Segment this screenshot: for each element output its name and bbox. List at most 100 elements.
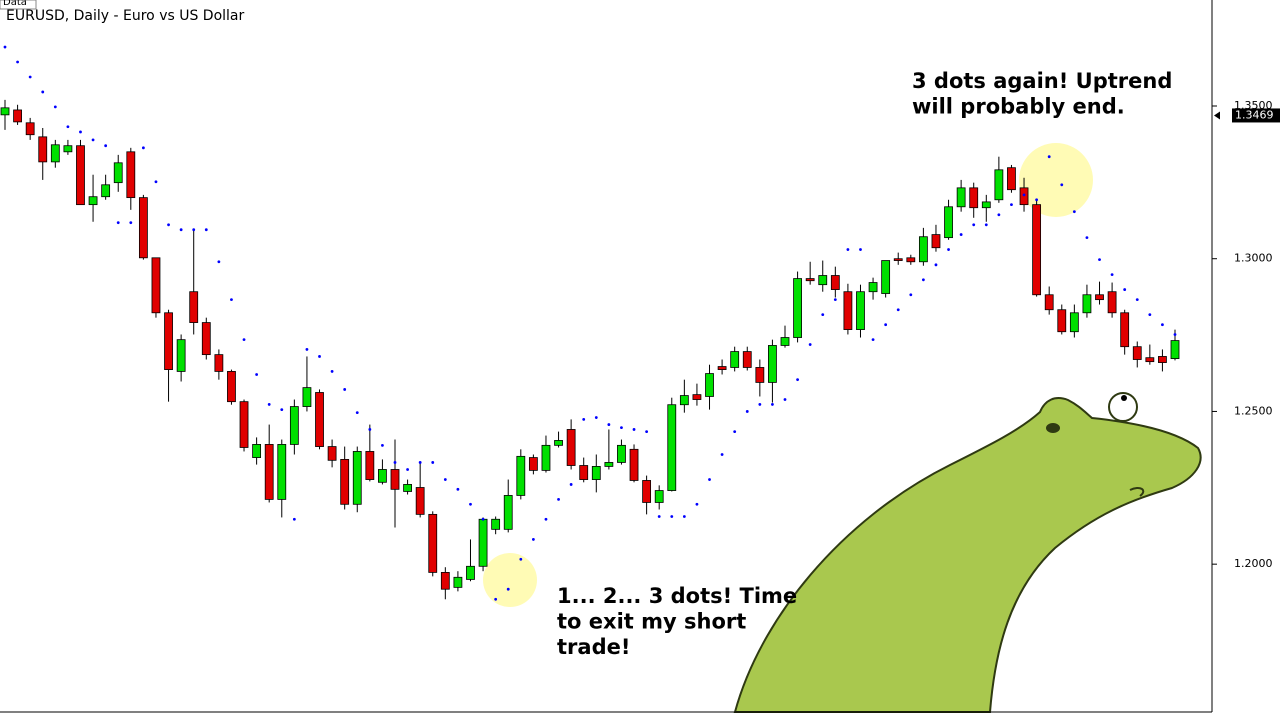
sar-dot [41,90,45,94]
sar-dot [997,213,1001,217]
candle-body [466,565,475,580]
candle-body [629,448,639,481]
candle-body [239,401,249,448]
sar-dot [519,557,523,561]
candle-body [717,366,727,370]
sar-dot [292,517,296,521]
sar-dot [255,373,259,376]
candle-body [981,201,991,209]
candle-body [579,465,589,480]
candle-body [428,513,438,573]
candle-body [113,162,123,184]
candle-body [189,291,199,323]
candle-body [352,451,362,505]
candle-body [742,351,752,368]
sar-dot [91,138,95,142]
candle-body [654,490,664,503]
sar-dot [1022,193,1026,197]
candle-body [755,367,765,383]
candle-body [378,469,387,483]
sar-dot [607,423,611,426]
sar-dot [657,515,661,518]
candle-body [554,440,563,446]
candle-body [0,107,10,116]
candle-body [403,484,412,492]
sar-dot [431,461,435,464]
sar-dot [230,298,233,302]
candle-body [528,457,538,471]
sar-dot [141,146,145,150]
y-tick-label: 1.2000 [1234,557,1273,570]
candle-body [50,144,60,163]
sar-dot [204,228,208,232]
nostril [1046,423,1060,433]
candle-body [201,322,211,356]
sar-dot [242,338,246,342]
sar-dot [267,403,271,406]
sar-dot [544,517,548,521]
candle-body [730,351,740,368]
candle-body [1044,294,1054,311]
candle-body [805,278,815,282]
candle-body [164,312,173,370]
candle-body [138,197,148,259]
sar-dot [783,398,787,401]
pupil [1121,395,1127,401]
sar-dot [557,498,560,501]
candle-body [692,394,702,400]
candle-body [277,444,287,500]
candle-body [440,572,450,590]
candle-body [906,257,916,263]
sar-dot [343,388,347,391]
candle-body [101,184,111,198]
sar-dot [469,502,472,506]
candle-body [302,387,312,407]
candle-body [1069,312,1079,333]
candle-body [793,278,802,338]
candle-body [340,458,350,505]
annotation: trade! [557,635,630,659]
sar-dot [846,248,850,251]
candle-body [705,373,714,397]
sar-dot [1072,210,1076,214]
sar-dot [896,308,900,312]
candle-body [969,187,979,209]
candle-body [956,187,966,208]
sar-dot [808,343,812,346]
sar-dot [745,410,749,413]
candle-body [151,257,161,314]
sar-dot [217,260,221,264]
sar-dot [733,430,737,433]
cartoon [733,392,1202,713]
sar-dot [368,428,372,431]
sar-dot [3,45,7,49]
candle-body [1032,204,1042,296]
sar-dot [393,461,397,464]
candle-body [604,462,614,467]
tab [0,0,37,10]
candle-body [893,258,903,261]
annotation: 1... 2... 3 dots! Time [557,584,797,608]
candle-body [1107,291,1117,314]
sar-dot [1098,258,1101,262]
sar-dot [53,105,57,109]
tab-label: Data [3,0,27,8]
y-tick-label: 1.2500 [1234,404,1273,417]
candle-body [1120,312,1130,348]
chart-title: EURUSD, Daily - Euro vs US Dollar [6,8,245,24]
candle-body [566,429,576,466]
candle-body [1095,294,1104,301]
candle-body [25,122,35,136]
candle-body [126,151,136,199]
creature-body [733,397,1202,713]
candle-body [768,345,777,383]
candle-body [289,406,299,445]
sar-dot [456,487,460,491]
price-box [1232,108,1280,123]
candle-body [390,469,400,490]
candle-body [327,446,337,461]
sar-dot [116,221,120,225]
sar-dot [1060,183,1064,187]
sar-dot [1047,155,1051,159]
